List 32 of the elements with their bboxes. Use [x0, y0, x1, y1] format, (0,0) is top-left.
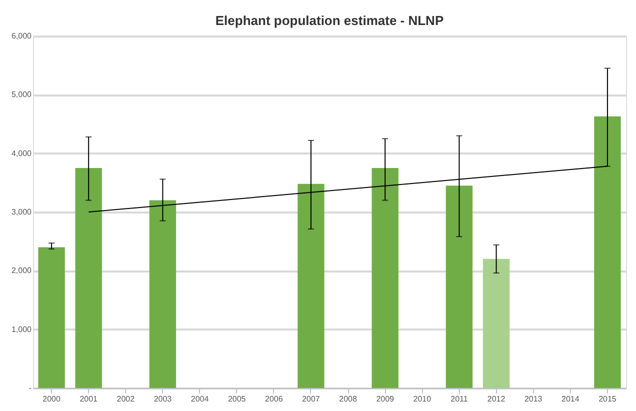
x-tick-label: 2013	[524, 394, 543, 404]
bar	[446, 186, 473, 388]
x-tick-label: 2003	[154, 394, 172, 404]
x-tick-label: 2004	[190, 394, 210, 404]
y-tick-label: 1,000	[11, 324, 32, 334]
x-tick-label: 2009	[376, 394, 395, 404]
bar	[482, 258, 510, 388]
x-tick-label: 2014	[562, 394, 580, 404]
x-tick-label: 2008	[339, 394, 358, 404]
x-tick-label: 2005	[228, 394, 246, 404]
y-tick-label: 2,000	[11, 266, 32, 276]
bar	[75, 168, 102, 388]
x-tick-label: 2000	[42, 394, 61, 404]
y-tick-label: 5,000	[11, 90, 32, 100]
bar	[372, 168, 398, 388]
y-tick-label: -	[28, 384, 32, 392]
x-tick-label: 2002	[116, 394, 136, 404]
y-tick-label: 6,000	[11, 32, 32, 40]
bar	[298, 184, 324, 388]
x-tick-label: 2010	[413, 394, 432, 404]
chart-title: Elephant population estimate - NLNP	[215, 13, 444, 28]
bar	[594, 116, 621, 388]
x-tick-label: 2011	[450, 394, 468, 404]
x-tick-label: 2015	[598, 394, 617, 404]
bar	[38, 247, 65, 388]
x-tick-label: 2007	[302, 394, 320, 404]
y-tick-label: 4,000	[11, 148, 32, 158]
x-tick-label: 2012	[487, 394, 506, 404]
bar	[149, 200, 176, 388]
x-tick-label: 2006	[265, 394, 284, 404]
y-tick-label: 3,000	[11, 208, 32, 216]
x-tick-label: 2001	[80, 394, 98, 404]
